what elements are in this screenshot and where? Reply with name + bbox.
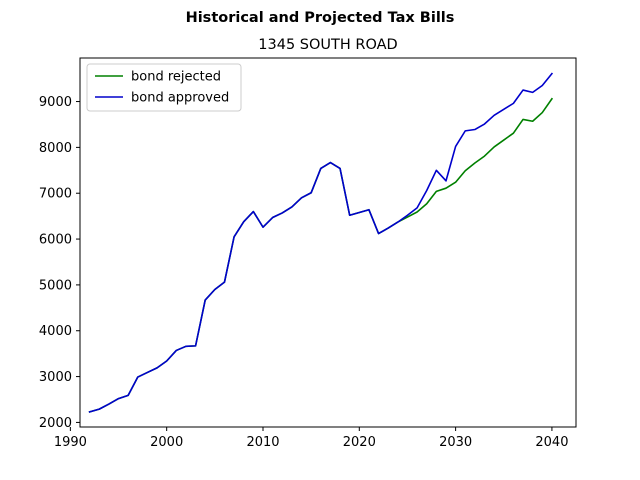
legend-box [86, 63, 242, 112]
y-tick-label: 9000 [39, 95, 72, 110]
x-tick-label: 2040 [535, 435, 568, 450]
y-tick-label: 6000 [39, 233, 72, 248]
y-tick-label: 2000 [39, 416, 72, 431]
y-tick-label: 8000 [39, 141, 72, 156]
x-axis-ticks: 1990 2000 2010 2020 2030 2040 [54, 427, 568, 450]
y-axis-ticks: 2000 3000 4000 5000 6000 7000 8000 9000 [39, 95, 80, 431]
legend: bond rejected bond approved [86, 63, 242, 112]
plot-frame [79, 57, 577, 428]
legend-label-bond-approved: bond approved [131, 91, 229, 106]
series-line-bond-approved [88, 72, 554, 413]
y-tick-label: 5000 [39, 278, 72, 293]
y-tick-label: 7000 [39, 187, 72, 202]
x-tick-label: 1990 [54, 435, 87, 450]
x-tick-label: 2010 [246, 435, 279, 450]
plot-area [80, 58, 576, 427]
chart-suptitle: Historical and Projected Tax Bills [186, 10, 455, 26]
chart-title: 1345 SOUTH ROAD [258, 37, 397, 53]
y-tick-label: 4000 [39, 324, 72, 339]
legend-label-bond-rejected: bond rejected [131, 70, 221, 85]
x-tick-label: 2000 [150, 435, 183, 450]
plot-background [80, 58, 576, 427]
x-tick-label: 2020 [343, 435, 376, 450]
y-tick-label: 3000 [39, 370, 72, 385]
x-tick-label: 2030 [439, 435, 472, 450]
series-lines [88, 72, 554, 413]
